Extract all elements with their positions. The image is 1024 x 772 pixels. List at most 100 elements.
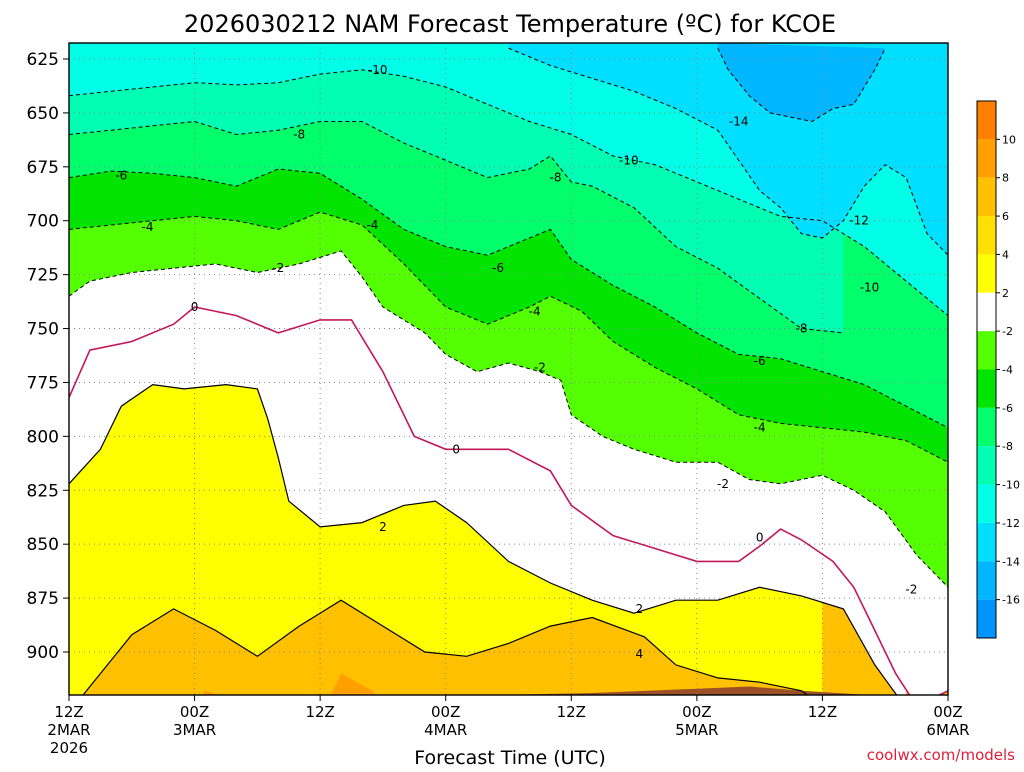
x-tick-label-4-0: 12Z	[557, 703, 586, 721]
colorbar-label-4: 2	[1002, 287, 1009, 300]
isotherm-label-4: -2	[272, 261, 284, 275]
isotherm-line-layer	[69, 47, 948, 695]
x-tick-label-1-0: 00Z	[180, 703, 209, 721]
y-tick-label-4: 725	[27, 266, 59, 286]
colorbar-label-12: -16	[1002, 594, 1020, 607]
y-tick-label-10: 875	[27, 589, 59, 609]
x-tick-label-0-1: 2MAR	[47, 721, 90, 739]
colorbar-swatch-1	[977, 139, 996, 178]
x-tick-label-2-0: 12Z	[305, 703, 334, 721]
colorbar-swatch-11	[977, 522, 996, 562]
ground-terrain	[69, 686, 948, 695]
isotherm-label-0: -10	[368, 63, 388, 77]
colorbar-label-2: 6	[1002, 210, 1009, 223]
isotherm-label-23: 4	[635, 647, 643, 661]
colorbar-swatch-8	[977, 407, 996, 447]
x-tick-label-7-1: 6MAR	[926, 721, 969, 739]
y-tick-label-3: 700	[27, 212, 59, 232]
isotherm-label-13: 0	[452, 442, 460, 456]
isotherm-label-15: -12	[849, 214, 869, 228]
colorbar-swatch-0	[977, 101, 996, 140]
colorbar-swatch-5	[977, 292, 996, 332]
y-tick-label-1: 650	[27, 104, 59, 124]
isotherm-label-5: 0	[191, 300, 199, 314]
x-tick-label-7-0: 00Z	[933, 703, 962, 721]
temperature-fill-layer	[69, 43, 948, 695]
colorbar-swatch-13	[977, 599, 996, 638]
colorbar-label-11: -14	[1002, 555, 1020, 568]
isotherm--8	[69, 120, 844, 334]
isotherm-label-24: -2	[905, 582, 917, 596]
colorbar-label-3: 4	[1002, 248, 1009, 261]
fill-band-below--14	[717, 43, 886, 122]
isotherm-label-1: -8	[293, 127, 305, 141]
x-tick-label-0-2: 2026	[50, 739, 88, 757]
isotherm--14	[717, 47, 886, 123]
chart-title: 2026030212 NAM Forecast Temperature (ºC)…	[184, 10, 836, 38]
colorbar-label-9: -10	[1002, 479, 1020, 492]
y-tick-label-6: 775	[27, 373, 59, 393]
colorbar-label-6: -4	[1002, 364, 1013, 377]
isotherm-2	[69, 383, 898, 695]
y-tick-label-11: 900	[27, 643, 59, 663]
y-tick-label-0: 625	[27, 50, 59, 70]
x-tick-label-5-1: 5MAR	[675, 721, 718, 739]
plot-frame	[68, 42, 949, 696]
isotherm-0	[69, 306, 948, 695]
isotherm--12	[508, 47, 948, 256]
isotherm-label-layer: -10 -8 -6 -4 -2 0 -4 -8 -10 -14 -6 -4 -2 0 2 -12 -10 -8 -6…	[115, 63, 917, 661]
colorbar-label-5: -2	[1002, 325, 1013, 338]
isotherm-label-21: 0	[756, 531, 764, 545]
x-tick-label-3-0: 00Z	[431, 703, 460, 721]
x-tick-label-5-0: 00Z	[682, 703, 711, 721]
y-tick-label-5: 750	[27, 320, 59, 340]
x-tick-label-3-1: 4MAR	[424, 721, 467, 739]
y-tick-label-8: 825	[27, 481, 59, 501]
colorbar-swatch-3	[977, 216, 996, 255]
y-tick-label-7: 800	[27, 427, 59, 447]
colorbar-swatch-2	[977, 177, 996, 217]
isotherm-label-8: -10	[619, 153, 639, 167]
colorbar-label-10: -12	[1002, 517, 1020, 530]
isotherm-4	[82, 599, 809, 695]
colorbar-swatch-4	[977, 254, 996, 293]
colorbar-swatch-12	[977, 561, 996, 600]
isotherm-label-2: -6	[115, 168, 127, 182]
colorbar: 10 8 6 4 2 -2 -4 -6 -8 -10 -12 -14 -16	[976, 100, 1020, 639]
isotherm-label-6: -4	[366, 218, 378, 232]
y-tick-label-2: 675	[27, 158, 59, 178]
isotherm-label-7: -8	[550, 171, 562, 185]
colorbar-label-7: -6	[1002, 402, 1013, 415]
fill-warm-6	[69, 636, 509, 695]
colorbar-swatch-7	[977, 369, 996, 408]
x-tick-label-0-0: 12Z	[54, 703, 83, 721]
isotherm-label-14: 2	[379, 520, 387, 534]
isotherm-label-3: -4	[141, 220, 153, 234]
isotherm-label-19: -4	[754, 421, 766, 435]
colorbar-swatch-6	[977, 331, 996, 370]
isotherm--4	[69, 211, 948, 463]
isotherm-label-16: -10	[860, 281, 880, 295]
fill-warm-8b	[320, 673, 394, 695]
colorbar-swatch-10	[977, 484, 996, 523]
colorbar-label-0: 10	[1002, 133, 1016, 146]
isotherm-label-22: 2	[635, 602, 643, 616]
isotherm--10	[69, 69, 948, 316]
x-tick-label-1-1: 3MAR	[173, 721, 216, 739]
isotherm-label-17: -8	[796, 322, 808, 336]
y-axis-ticks: 625 650 675 700 725 750 775 800 825 850 875 900	[27, 50, 69, 663]
x-tick-label-6-0: 12Z	[808, 703, 837, 721]
isotherm-label-12: -2	[534, 360, 546, 374]
colorbar-label-8: -8	[1002, 440, 1013, 453]
x-axis-label: Forecast Time (UTC)	[414, 747, 605, 768]
isotherm-label-10: -6	[492, 261, 504, 275]
colorbar-swatch-9	[977, 446, 996, 485]
isotherm-label-11: -4	[529, 304, 541, 318]
isotherm-label-9: -14	[729, 115, 749, 129]
credit-text: coolwx.com/models	[867, 746, 1015, 764]
isotherm--6	[69, 168, 948, 429]
isotherm-label-18: -6	[754, 354, 766, 368]
